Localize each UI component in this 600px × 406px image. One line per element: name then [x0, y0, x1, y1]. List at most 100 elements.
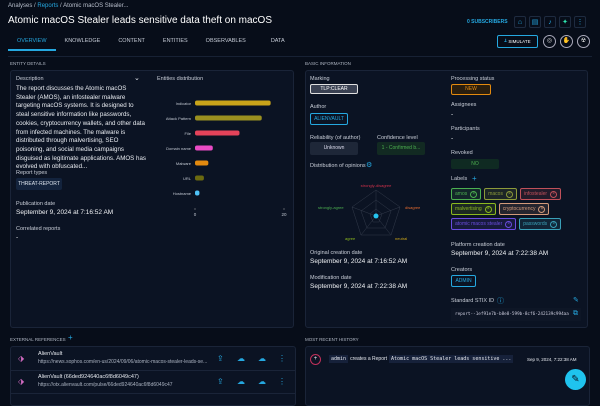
reference-row[interactable]: ⬗ AlienVault (66ded924640ac6f8d6049c47) …: [10, 371, 296, 394]
remove-label-icon[interactable]: ×: [484, 205, 492, 213]
add-label-icon[interactable]: +: [472, 174, 477, 183]
tag-icon: ⬗: [18, 377, 25, 386]
label-chip[interactable]: atomic macos stealer ×: [451, 218, 517, 230]
info-icon[interactable]: ⓘ: [497, 298, 504, 305]
revoked-chip: NO: [451, 159, 499, 169]
opinions-radar: strongly-disagree disagree neutral agree…: [318, 183, 420, 241]
bell-icon[interactable]: ♪: [544, 16, 556, 28]
chart-category-label: URL: [183, 176, 192, 181]
chart-category-label: Hostname: [173, 191, 192, 196]
chart-bar[interactable]: [195, 175, 204, 181]
cloud-sync-icon[interactable]: ☁: [258, 354, 266, 363]
more-icon[interactable]: ⋮: [278, 354, 286, 363]
tab-overview[interactable]: OVERVIEW: [8, 37, 56, 51]
tab-knowledge[interactable]: KNOWLEDGE: [64, 38, 101, 44]
basic-info-heading: BASIC INFORMATION: [305, 61, 351, 66]
radar-label-strongly-disagree: strongly-disagree: [361, 183, 392, 188]
chart-bar[interactable]: [195, 100, 271, 106]
chart-category-label: Attack Pattern: [166, 116, 191, 121]
entity-details-panel: [10, 70, 294, 328]
add-reference-icon[interactable]: +: [68, 333, 73, 342]
remove-label-icon[interactable]: ×: [505, 190, 513, 198]
reference-row[interactable]: ⬗ AlienVault https://news.sophos.com/en-…: [10, 348, 296, 371]
bank-icon[interactable]: ⌂: [514, 16, 526, 28]
creator-chip[interactable]: ADMIN: [451, 275, 476, 287]
label-chip[interactable]: malvertising ×: [451, 203, 496, 215]
label-chip[interactable]: macos ×: [484, 188, 517, 200]
tab-observables[interactable]: OBSERVABLES: [205, 38, 246, 44]
label-chip[interactable]: infostealer ×: [519, 188, 562, 200]
pdf-icon[interactable]: ▤: [529, 16, 541, 28]
more-icon[interactable]: ⋮: [278, 377, 286, 386]
chart-bar[interactable]: [195, 115, 262, 121]
tab-entities[interactable]: ENTITIES: [162, 38, 188, 44]
expand-chevron-icon[interactable]: ⌄: [134, 75, 140, 82]
label-text: passwords: [523, 221, 548, 227]
reference-url[interactable]: https://otx.alienvault.com/pulse/66ded92…: [38, 382, 173, 388]
simulate-label: SIMULATE: [508, 39, 531, 44]
status-badge: NEW: [451, 84, 491, 95]
edit-fab-button[interactable]: ✎: [565, 369, 586, 390]
label-chip[interactable]: cryptocurrency ×: [498, 203, 550, 215]
original-creation-date: September 9, 2024 at 7:16:52 AM: [310, 258, 408, 265]
breadcrumb-analyses[interactable]: Analyses: [8, 3, 33, 9]
remove-label-icon[interactable]: ×: [550, 220, 558, 228]
export-icon[interactable]: ⇪: [217, 354, 224, 363]
tab-content[interactable]: CONTENT: [118, 38, 145, 44]
page-title: Atomic macOS Stealer leads sensitive dat…: [8, 15, 273, 26]
correlated-reports: -: [16, 234, 19, 241]
chart-bar[interactable]: [195, 160, 209, 166]
stix-id-value: report--1ef91e7b-b8e8-599b-8cf6-242139c9…: [451, 308, 581, 321]
hand-icon[interactable]: ✋: [560, 35, 573, 48]
label-chip[interactable]: amos ×: [451, 188, 482, 200]
remove-label-icon[interactable]: ×: [470, 190, 478, 198]
radar-label-agree: agree: [345, 236, 356, 241]
history-heading: MOST RECENT HISTORY: [305, 337, 359, 342]
description-label: Description: [16, 76, 44, 82]
marking-label: Marking: [310, 76, 330, 82]
subscribers-button[interactable]: 0 SUBSCRIBERS: [467, 19, 508, 25]
history-object[interactable]: Atomic macOS Stealer leads sensitive ...: [389, 355, 514, 363]
modification-label: Modification date: [310, 275, 352, 281]
more-icon[interactable]: ⋮: [574, 16, 586, 28]
remove-label-icon[interactable]: ×: [505, 220, 513, 228]
participants-value: -: [451, 135, 454, 142]
reference-name: AlienVault: [38, 351, 63, 357]
cloud-upload-icon[interactable]: ☁: [237, 377, 245, 386]
chart-category-label: Domain name: [166, 146, 192, 151]
breadcrumb: Analyses / Reports / Atomic macOS Steale…: [8, 3, 129, 9]
report-type-chip: THREAT-REPORT: [16, 178, 62, 190]
external-refs-panel: [10, 346, 296, 406]
shield-icon[interactable]: ◎: [543, 35, 556, 48]
ai-sparkle-icon[interactable]: ✦: [559, 16, 571, 28]
chart-bar[interactable]: [195, 145, 213, 151]
participants-label: Participants: [451, 126, 480, 132]
author-label: Author: [310, 104, 327, 110]
tab-data[interactable]: DATA: [270, 38, 285, 44]
chart-bar[interactable]: [195, 190, 200, 196]
copy-icon[interactable]: ⧉: [573, 310, 578, 317]
reliability-chip: Unknown: [310, 142, 358, 155]
biohazard-icon[interactable]: ☢: [577, 35, 590, 48]
simulate-button[interactable]: ┹ SIMULATE: [497, 35, 538, 48]
reference-url[interactable]: https://news.sophos.com/en-us/2024/09/06…: [38, 359, 208, 365]
correlated-reports-label: Correlated reports: [16, 226, 61, 232]
chart-bar[interactable]: [195, 130, 240, 136]
confidence-chip: 1 - Confirmed b...: [377, 142, 425, 155]
labels-list: amos × macos × infostealer × malvertising × cryp…: [451, 188, 589, 230]
label-chip[interactable]: passwords ×: [519, 218, 562, 230]
assignees-value: -: [451, 111, 454, 118]
opinions-settings-icon[interactable]: ⚙: [366, 162, 373, 169]
opinion-point: [373, 213, 379, 219]
edit-pencil-icon[interactable]: ✎: [573, 297, 579, 304]
cloud-upload-icon[interactable]: ☁: [237, 354, 245, 363]
modification-date: September 9, 2024 at 7:22:38 AM: [310, 283, 408, 290]
tabs: OVERVIEW KNOWLEDGE CONTENT ENTITIES OBSE…: [8, 37, 294, 51]
cloud-sync-icon[interactable]: ☁: [258, 377, 266, 386]
remove-label-icon[interactable]: ×: [550, 190, 558, 198]
history-user: admin: [329, 355, 349, 363]
remove-label-icon[interactable]: ×: [538, 205, 546, 213]
export-icon[interactable]: ⇪: [217, 377, 224, 386]
author-chip[interactable]: ALIENVAULT: [310, 113, 348, 125]
breadcrumb-reports[interactable]: Reports: [37, 3, 59, 9]
